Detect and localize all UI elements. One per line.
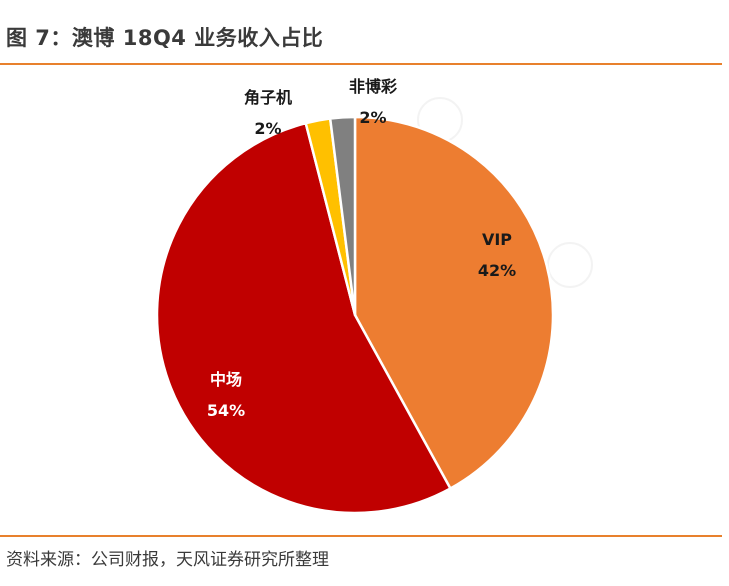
slice-label-2: 角子机 [244,88,292,107]
slice-value-3: 2% [359,108,386,127]
pie-labels: VIP 42% 中场 54% 角子机 2% 非博彩 2% [207,77,516,420]
pie-slices [155,115,555,515]
slice-label-1: 中场 [210,370,242,389]
slice-value-1: 54% [207,401,245,420]
footer-divider [0,535,722,537]
slice-value-2: 2% [254,119,281,138]
slice-label-3: 非博彩 [349,77,397,96]
pie-slice-1 [155,121,452,515]
slice-value-0: 42% [478,261,516,280]
pie-slice-0 [353,115,555,490]
title-divider [0,63,722,65]
figure-title: 图 7：澳博 18Q4 业务收入占比 [6,26,324,50]
pie-slice-3 [328,115,357,317]
slice-label-0: VIP [482,230,512,249]
source-note: 资料来源：公司财报，天风证券研究所整理 [6,550,329,570]
